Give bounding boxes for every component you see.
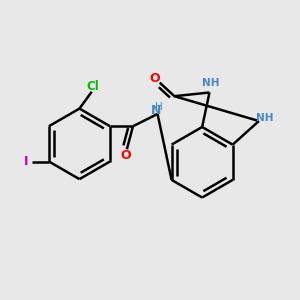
Text: I: I bbox=[24, 155, 29, 168]
Text: Cl: Cl bbox=[86, 80, 99, 93]
Text: O: O bbox=[149, 72, 160, 85]
Text: O: O bbox=[120, 149, 131, 163]
Text: NH: NH bbox=[202, 77, 220, 88]
Text: NH: NH bbox=[256, 113, 273, 123]
Text: H: H bbox=[155, 102, 163, 112]
Text: N: N bbox=[151, 104, 161, 117]
